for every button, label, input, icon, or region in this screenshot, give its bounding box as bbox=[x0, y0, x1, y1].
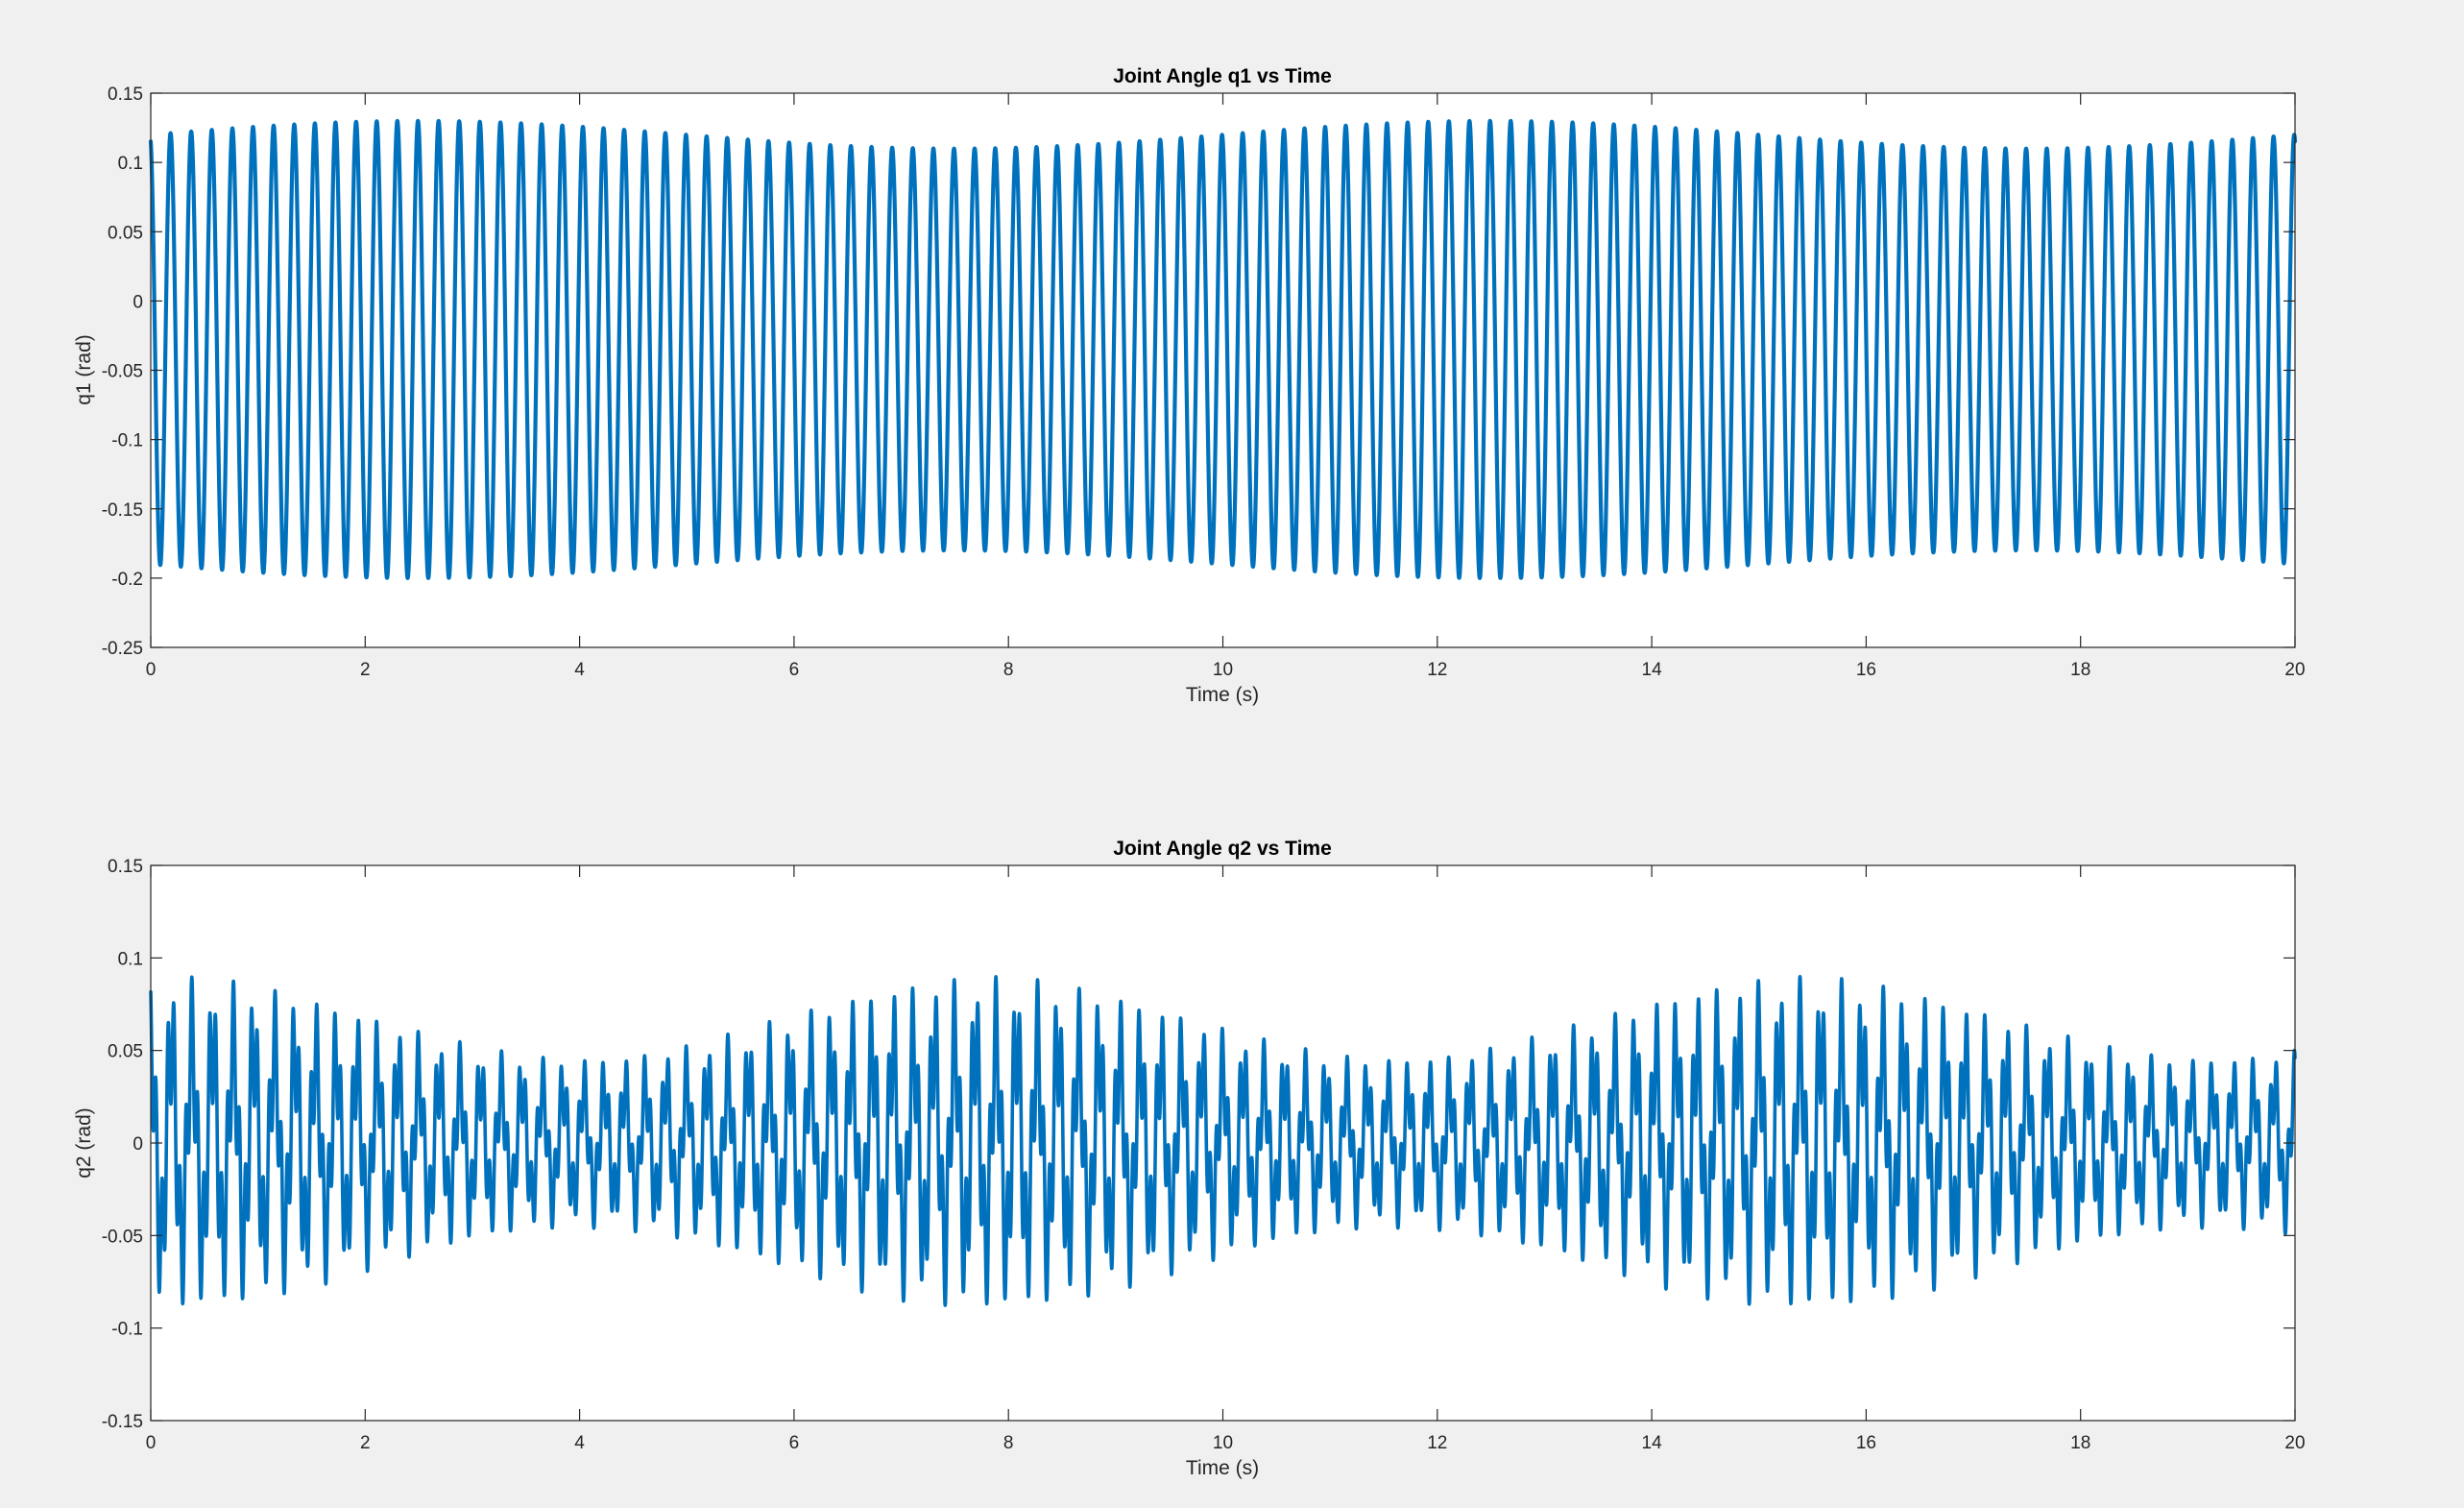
y-tick-label-q1: 0.05 bbox=[108, 223, 143, 243]
chart-title-q1: Joint Angle q1 vs Time bbox=[1113, 65, 1332, 87]
x-tick-label-q2: 14 bbox=[1642, 1433, 1663, 1453]
axes-box-q1 bbox=[150, 92, 2296, 648]
y-tick-label-q2: -0.1 bbox=[111, 1320, 143, 1340]
x-tick-label-q2: 0 bbox=[146, 1433, 157, 1453]
ticks-layer-q2: 0 2 4 6 8 10 12 14 16 18 20 0.15 0.1 0.05 0 -0.05 -0.1 -0… bbox=[102, 857, 2306, 1453]
y-tick-label-q1: 0.15 bbox=[108, 85, 143, 105]
x-tick-label-q1: 18 bbox=[2070, 660, 2090, 680]
x-tick-label-q1: 4 bbox=[574, 660, 585, 680]
x-tick-label-q1: 10 bbox=[1213, 660, 1233, 680]
y-tick-label-q2: -0.15 bbox=[102, 1412, 143, 1432]
axes-box-q2 bbox=[150, 864, 2296, 1422]
y-tick-label-q1: -0.25 bbox=[102, 639, 143, 659]
x-tick-label-q2: 6 bbox=[789, 1433, 800, 1453]
y-tick-label-q2: -0.05 bbox=[102, 1227, 143, 1247]
x-tick-label-q1: 8 bbox=[1003, 660, 1014, 680]
x-tick-label-q2: 12 bbox=[1427, 1433, 1447, 1453]
x-tick-label-q2: 4 bbox=[574, 1433, 585, 1453]
x-tick-label-q2: 18 bbox=[2070, 1433, 2090, 1453]
x-tick-label-q2: 2 bbox=[360, 1433, 371, 1453]
y-tick-label-q1: 0 bbox=[133, 292, 143, 312]
y-tick-label-q2: 0.05 bbox=[108, 1042, 143, 1062]
x-tick-label-q1: 16 bbox=[1856, 660, 1876, 680]
x-axis-label-q2: Time (s) bbox=[1186, 1457, 1259, 1479]
x-tick-label-q1: 14 bbox=[1642, 660, 1663, 680]
x-tick-label-q1: 20 bbox=[2284, 660, 2305, 680]
plot-area-q2 bbox=[151, 865, 2295, 1421]
y-tick-label-q1: -0.1 bbox=[111, 431, 143, 451]
y-tick-label-q2: 0 bbox=[133, 1134, 143, 1155]
y-tick-label-q1: -0.2 bbox=[111, 570, 143, 590]
y-tick-label-q2: 0.1 bbox=[118, 949, 143, 969]
y-axis-label-q2: q2 (rad) bbox=[73, 1107, 95, 1179]
series-layer-q2 bbox=[149, 974, 2297, 1307]
x-tick-label-q2: 10 bbox=[1213, 1433, 1233, 1453]
series-layer-q1 bbox=[148, 118, 2298, 580]
x-tick-label-q1: 6 bbox=[789, 660, 800, 680]
y-tick-label-q1: -0.15 bbox=[102, 500, 143, 521]
y-tick-label-q1: 0.1 bbox=[118, 154, 143, 174]
y-tick-label-q2: 0.15 bbox=[108, 857, 143, 877]
ticks-layer-q1: 0 2 4 6 8 10 12 14 16 18 20 0.15 0.1 0.05 0 -0.05 -0.1 -0… bbox=[102, 85, 2306, 680]
x-tick-label-q1: 0 bbox=[146, 660, 157, 680]
x-tick-label-q2: 16 bbox=[1856, 1433, 1876, 1453]
x-tick-label-q1: 2 bbox=[360, 660, 371, 680]
subplot-q1: 0 2 4 6 8 10 12 14 16 18 20 0.15 0.1 0.05 0 -0.05 -0.1 -0… bbox=[73, 65, 2306, 706]
x-tick-label-q2: 20 bbox=[2284, 1433, 2305, 1453]
x-tick-label-q2: 8 bbox=[1003, 1433, 1014, 1453]
chart-title-q2: Joint Angle q2 vs Time bbox=[1113, 838, 1332, 860]
series-line-q2 bbox=[149, 974, 2297, 1307]
series-line-q1 bbox=[148, 118, 2298, 580]
x-axis-label-q1: Time (s) bbox=[1186, 684, 1259, 706]
subplot-q2: 0 2 4 6 8 10 12 14 16 18 20 0.15 0.1 0.05 0 -0.05 -0.1 -0… bbox=[73, 838, 2306, 1479]
y-axis-label-q1: q1 (rad) bbox=[73, 334, 95, 405]
x-tick-label-q1: 12 bbox=[1427, 660, 1447, 680]
y-tick-label-q1: -0.05 bbox=[102, 362, 143, 382]
